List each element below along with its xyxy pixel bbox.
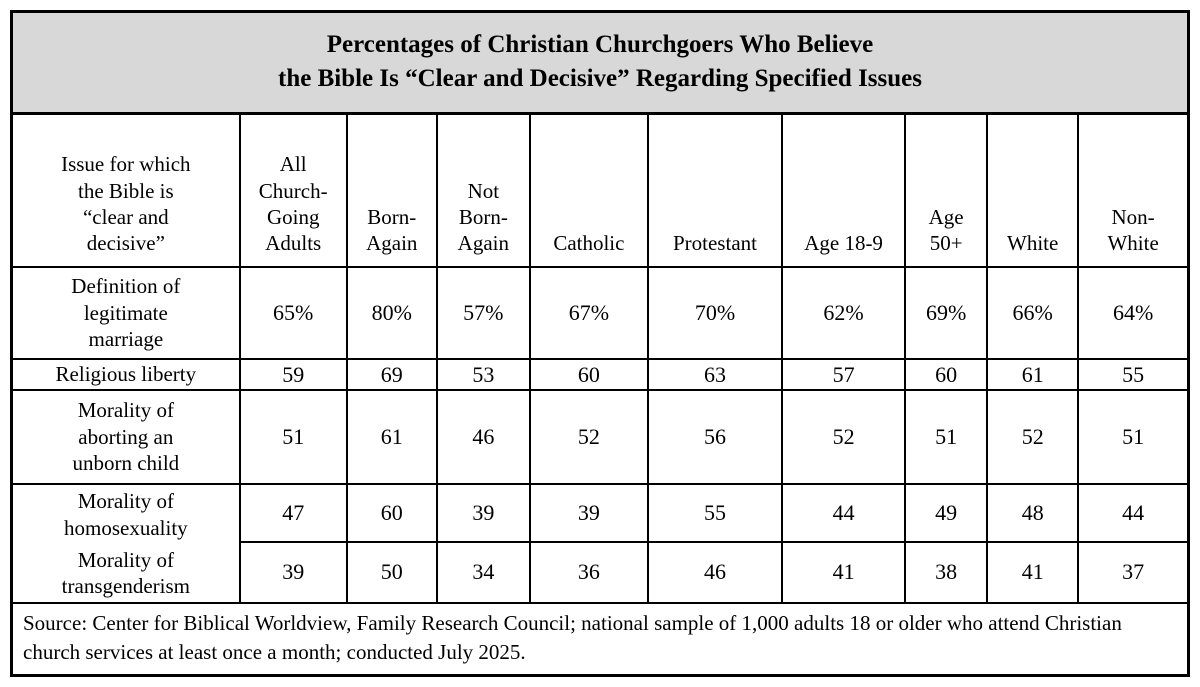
- column-header-all-churchgoing-adults: All Church- Going Adults: [238, 112, 348, 268]
- value-cell: 69: [345, 358, 438, 391]
- value-cell: 39: [528, 483, 649, 543]
- value-cell: 34: [435, 540, 531, 605]
- column-header-catholic: Catholic: [528, 112, 649, 268]
- value-cell: 52: [528, 388, 649, 486]
- value-cell: 51: [1077, 388, 1190, 486]
- value-cell: 38: [904, 540, 989, 605]
- value-cell: 37: [1077, 540, 1190, 605]
- table-row-marriage: Definition of legitimate marriage 65% 80…: [10, 265, 1190, 361]
- value-cell: 60: [904, 358, 989, 391]
- value-cell: 62%: [781, 265, 907, 361]
- value-cell: 44: [1077, 483, 1190, 543]
- value-cell: 41: [781, 540, 907, 605]
- table-title-line2: the Bible Is “Clear and Decisive” Regard…: [278, 65, 922, 93]
- value-cell: 56: [646, 388, 784, 486]
- value-cell: 80%: [345, 265, 438, 361]
- table-row-religious-liberty: Religious liberty 59 69 53 60 63 57 60 6…: [10, 358, 1190, 391]
- row-label-marriage: Definition of legitimate marriage: [10, 265, 241, 361]
- value-cell: 59: [238, 358, 348, 391]
- column-header-issue: Issue for which the Bible is “clear and …: [10, 112, 241, 268]
- value-cell: 46: [646, 540, 784, 605]
- value-cell: 53: [435, 358, 531, 391]
- value-cell: 51: [904, 388, 989, 486]
- value-cell: 46: [435, 388, 531, 486]
- value-cell: 39: [238, 540, 348, 605]
- value-cell: 65%: [238, 265, 348, 361]
- value-cell: 69%: [904, 265, 989, 361]
- value-cell: 57: [781, 358, 907, 391]
- value-cell: 60: [345, 483, 438, 543]
- data-table: Percentages of Christian Churchgoers Who…: [10, 10, 1190, 677]
- column-header-age-18-9: Age 18-9: [781, 112, 907, 268]
- value-cell: 51: [238, 388, 348, 486]
- value-cell: 70%: [646, 265, 784, 361]
- row-label-homosexuality: Morality of homosexuality: [64, 489, 188, 540]
- table-row-transgenderism: 39 50 34 36 46 41 38 41 37: [12, 540, 1190, 605]
- value-cell: 57%: [435, 265, 531, 361]
- column-header-protestant: Protestant: [646, 112, 784, 268]
- value-cell: 41: [986, 540, 1080, 605]
- table-frame: Percentages of Christian Churchgoers Who…: [10, 10, 1190, 677]
- value-cell: 61: [986, 358, 1080, 391]
- value-cell: 44: [781, 483, 907, 543]
- value-cell: 52: [986, 388, 1080, 486]
- value-cell: 64%: [1077, 265, 1190, 361]
- column-header-non-white: Non- White: [1077, 112, 1190, 268]
- column-header-row: Issue for which the Bible is “clear and …: [10, 112, 1190, 268]
- value-cell: 63: [646, 358, 784, 391]
- column-header-age-50-plus: Age 50+: [904, 112, 989, 268]
- table-row-abortion: Morality of aborting an unborn child 51 …: [10, 388, 1190, 486]
- value-cell: 52: [781, 388, 907, 486]
- value-cell: 66%: [986, 265, 1080, 361]
- source-row: Source: Center for Biblical Worldview, F…: [10, 602, 1190, 677]
- value-cell: 55: [646, 483, 784, 543]
- value-cell: 47: [238, 483, 348, 543]
- value-cell: 36: [528, 540, 649, 605]
- value-cell: 60: [528, 358, 649, 391]
- table-row-homosexuality: Morality of homosexuality Morality of tr…: [10, 483, 1190, 605]
- value-cell: 50: [345, 540, 438, 605]
- table-title-line1: Percentages of Christian Churchgoers Who…: [326, 30, 874, 58]
- title-row: Percentages of Christian Churchgoers Who…: [10, 10, 1190, 115]
- table-title: Percentages of Christian Churchgoers Who…: [10, 10, 1190, 115]
- row-label-abortion: Morality of aborting an unborn child: [10, 388, 241, 486]
- row-label-transgenderism: Morality of transgenderism: [61, 547, 190, 598]
- column-header-not-born-again: Not Born- Again: [435, 112, 531, 268]
- value-cell: 39: [435, 483, 531, 543]
- column-header-born-again: Born- Again: [345, 112, 438, 268]
- value-cell: 61: [345, 388, 438, 486]
- value-cell: 55: [1077, 358, 1190, 391]
- value-cell: 49: [904, 483, 989, 543]
- value-cell: 48: [986, 483, 1080, 543]
- source-note: Source: Center for Biblical Worldview, F…: [10, 602, 1190, 677]
- row-label-homosexuality-transgenderism: Morality of homosexuality Morality of tr…: [10, 483, 241, 605]
- row-label-religious-liberty: Religious liberty: [10, 358, 241, 391]
- column-header-white: White: [986, 112, 1080, 268]
- value-cell: 67%: [528, 265, 649, 361]
